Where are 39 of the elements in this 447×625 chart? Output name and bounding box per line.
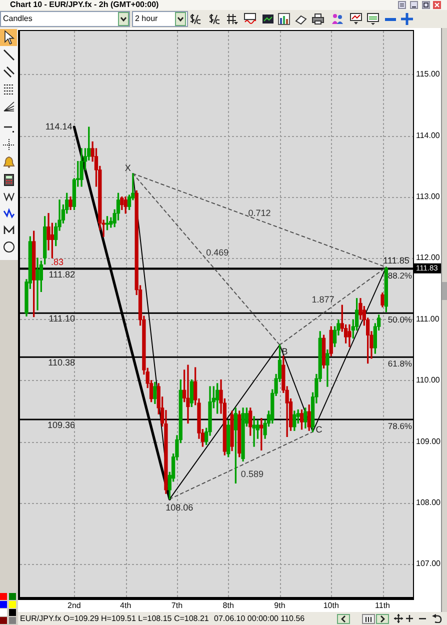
y-tick-label: 109.00 <box>416 436 442 446</box>
annotation: B <box>282 346 288 356</box>
text: 07.06.10 00:00:00 110.56 <box>214 613 305 624</box>
ref-line-label: 111.10 <box>48 314 75 324</box>
y-tick-label: 111.00 <box>416 314 440 324</box>
x-tick-label: 8th <box>222 601 234 610</box>
annotation: 114.14 <box>45 122 72 132</box>
y-tick-label: 114.00 <box>416 130 440 140</box>
ref-line-label: 110.38 <box>48 358 75 368</box>
text: EUR/JPY.fx O=109.29 H=109.51 L=108.15 C=108.21 <box>20 613 209 624</box>
x-tick-label: 4th <box>120 601 132 610</box>
annotation: 111.85 <box>383 256 410 266</box>
x-tick-label: 9th <box>274 601 286 610</box>
y-tick-label: 108.00 <box>416 498 442 507</box>
series-label: 0.469 <box>206 248 229 258</box>
y-tick-label: 112.00 <box>416 253 440 262</box>
x-tick-label: 2nd <box>68 601 81 610</box>
x-tick-label: 10th <box>323 601 339 610</box>
x-tick-label: 11th <box>375 601 390 610</box>
y-tick-label: 110.00 <box>416 376 440 385</box>
annotation: 88.2% <box>388 270 412 280</box>
annotation: 108.06 <box>166 502 194 513</box>
annotation: .83 <box>51 256 64 267</box>
ref-line-label: 111.82 <box>48 270 75 280</box>
x-tick-label: 7th <box>171 601 183 610</box>
dropdown: Candles <box>0 11 130 27</box>
chart-title: Chart 10 - EUR/JPY.fx - 2h (GMT+00:00) <box>10 0 159 10</box>
series-label: 0.712 <box>248 208 271 218</box>
y-tick-label: 115.00 <box>416 70 440 79</box>
annotation: 78.6% <box>388 420 412 431</box>
series-label: 0.589 <box>240 468 264 479</box>
annotation: C <box>316 424 323 434</box>
annotation: 50.0% <box>388 314 412 324</box>
y-tick-label: 113.00 <box>416 192 440 202</box>
series-label: 1.877 <box>312 294 334 305</box>
ref-line-label: 109.36 <box>47 420 75 430</box>
annotation: 61.8% <box>388 358 412 368</box>
annotation: X <box>124 163 131 174</box>
y-tick-label: 107.00 <box>416 559 442 568</box>
